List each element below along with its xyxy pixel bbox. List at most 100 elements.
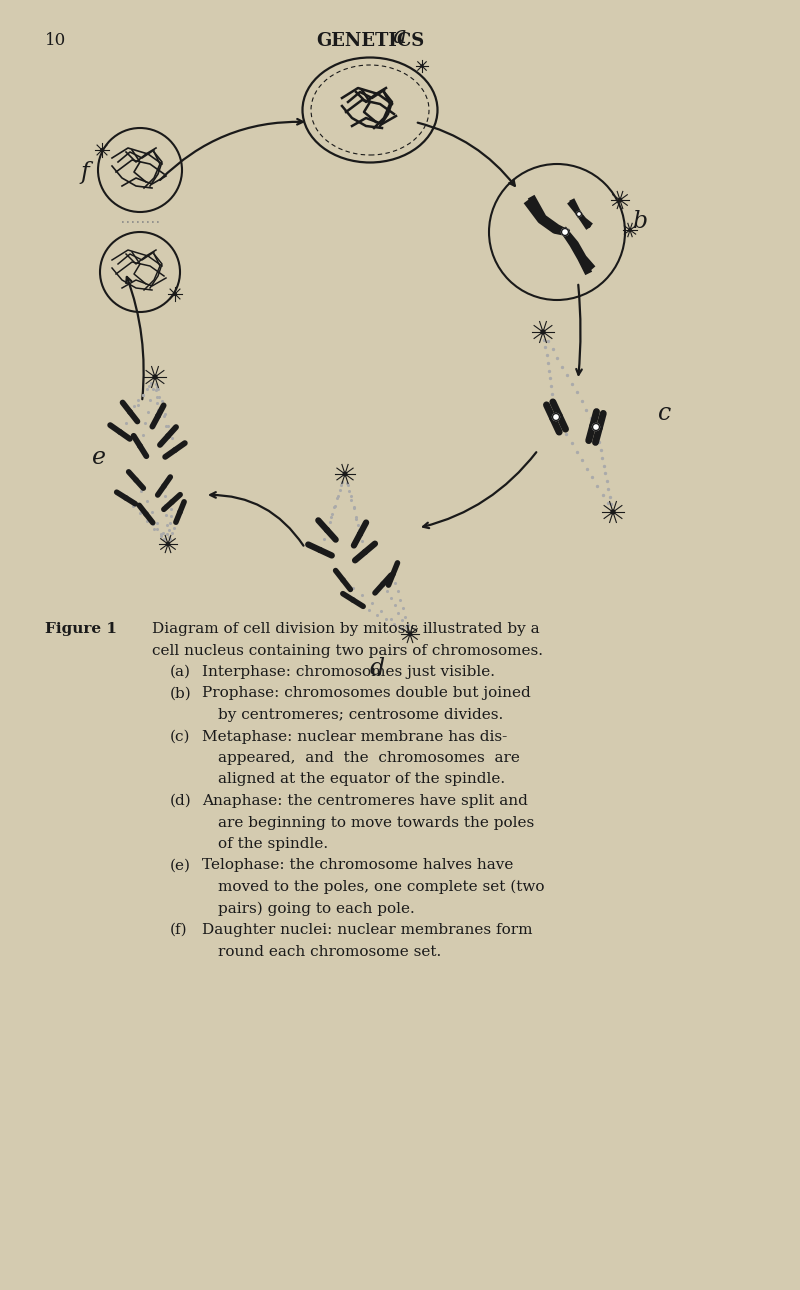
Point: [384, 588, 397, 609]
Point: [326, 503, 338, 524]
Point: [379, 609, 392, 630]
Point: [363, 600, 376, 620]
Point: [152, 379, 165, 400]
Point: [545, 375, 558, 396]
Text: (e): (e): [170, 859, 191, 872]
Point: [331, 485, 344, 506]
Point: [350, 507, 362, 528]
Point: [162, 534, 174, 555]
Point: [149, 373, 162, 393]
Point: [141, 511, 154, 531]
Point: [586, 467, 598, 488]
Point: [324, 507, 337, 528]
Point: [338, 463, 351, 484]
Text: Daughter nuclei: nuclear membranes form: Daughter nuclei: nuclear membranes form: [202, 924, 533, 937]
Point: [126, 495, 139, 516]
Point: [603, 486, 616, 507]
Point: [162, 534, 174, 555]
Point: [158, 476, 170, 497]
Point: [366, 593, 378, 614]
Point: [141, 401, 154, 422]
Circle shape: [629, 228, 631, 231]
Point: [149, 366, 162, 387]
Point: [561, 365, 574, 386]
Point: [150, 519, 163, 539]
Point: [338, 463, 351, 484]
Point: [549, 399, 562, 419]
Circle shape: [593, 423, 599, 431]
Point: [162, 534, 174, 555]
Point: [136, 384, 149, 405]
Point: [131, 395, 144, 415]
Text: (d): (d): [170, 795, 192, 808]
Point: [400, 617, 413, 637]
Point: [338, 463, 351, 484]
Text: Interphase: chromosomes just visible.: Interphase: chromosomes just visible.: [202, 666, 495, 679]
Circle shape: [101, 148, 103, 151]
Text: Figure 1: Figure 1: [45, 622, 117, 636]
Text: a: a: [392, 25, 406, 48]
Point: [135, 480, 148, 501]
Text: pairs) going to each pole.: pairs) going to each pole.: [218, 902, 414, 916]
Point: [140, 378, 153, 399]
Point: [149, 366, 162, 387]
Point: [375, 601, 388, 622]
Text: f: f: [80, 160, 89, 183]
Point: [547, 391, 560, 412]
Point: [147, 513, 160, 534]
Point: [337, 570, 350, 591]
Point: [170, 512, 182, 533]
Point: [403, 623, 416, 644]
Point: [171, 507, 184, 528]
Point: [140, 491, 153, 512]
Point: [153, 386, 166, 406]
Point: [585, 408, 598, 428]
Point: [345, 489, 358, 510]
Point: [130, 470, 142, 490]
Point: [392, 602, 405, 623]
Circle shape: [577, 212, 582, 217]
Point: [591, 476, 604, 497]
Point: [162, 426, 174, 446]
Point: [391, 580, 404, 601]
Text: cell nucleus containing two pairs of chromosomes.: cell nucleus containing two pairs of chr…: [152, 644, 543, 658]
Point: [152, 405, 165, 426]
Text: Prophase: chromosomes double but joined: Prophase: chromosomes double but joined: [202, 686, 530, 700]
Point: [388, 595, 401, 615]
Point: [146, 502, 158, 522]
Point: [403, 623, 416, 644]
Point: [159, 495, 172, 516]
Point: [377, 574, 390, 595]
Point: [138, 413, 151, 433]
Point: [165, 499, 178, 520]
Point: [598, 455, 610, 476]
Point: [158, 529, 170, 550]
Point: [123, 401, 136, 422]
Text: c: c: [658, 402, 671, 426]
Circle shape: [553, 414, 559, 421]
Point: [602, 479, 614, 499]
Point: [151, 399, 164, 419]
Point: [590, 417, 602, 437]
Point: [385, 609, 398, 630]
Point: [354, 595, 367, 615]
Point: [544, 368, 557, 388]
Point: [168, 517, 181, 538]
Point: [158, 485, 171, 506]
Text: GENETICS: GENETICS: [316, 32, 424, 50]
Point: [146, 378, 159, 399]
Point: [550, 406, 562, 427]
Text: d: d: [370, 657, 385, 680]
Point: [570, 382, 583, 402]
Point: [163, 529, 176, 550]
Text: Metaphase: nuclear membrane has dis-: Metaphase: nuclear membrane has dis-: [202, 730, 507, 743]
Point: [143, 508, 156, 529]
Point: [150, 377, 163, 397]
Circle shape: [562, 228, 569, 236]
Point: [160, 515, 173, 535]
Point: [386, 564, 399, 584]
Point: [114, 422, 126, 442]
Point: [120, 488, 133, 508]
Text: e: e: [92, 445, 106, 468]
Text: Telophase: the chromosome halves have: Telophase: the chromosome halves have: [202, 859, 514, 872]
